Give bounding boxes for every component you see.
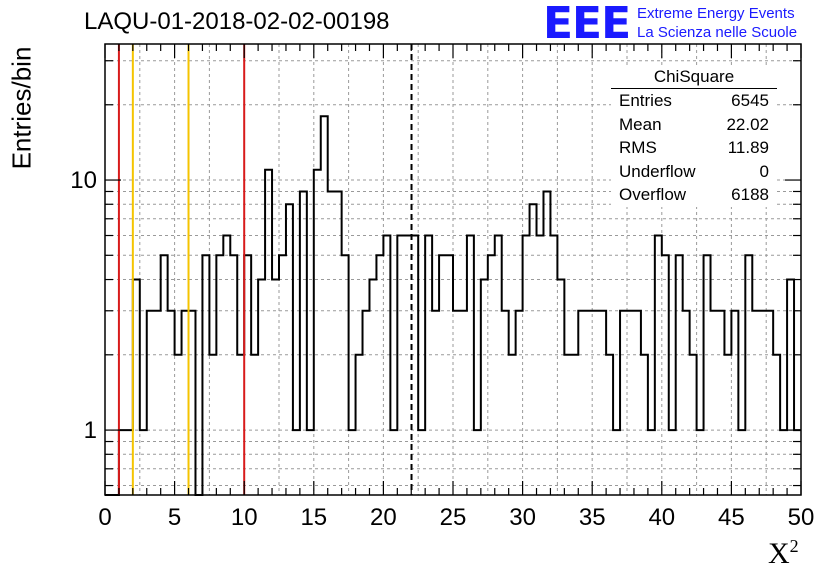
stats-row-entries: Entries 6545 [611,89,777,113]
stats-row-overflow: Overflow 6188 [611,183,777,207]
stats-overflow-value: 6188 [731,185,769,204]
stats-row-rms: RMS 11.89 [611,136,777,160]
x-tick-label: 50 [788,504,815,531]
x-tick-label: 10 [231,504,258,531]
stats-rms-value: 11.89 [727,138,769,157]
stats-underflow-label: Underflow [619,161,696,181]
logo-line-2: La Scienza nelle Scuole [637,24,798,41]
x-tick-label: 25 [440,504,467,531]
stats-mean-label: Mean [619,114,662,134]
stats-underflow-value: 0 [759,161,769,181]
stats-box: ChiSquare Entries 6545 Mean 22.02 RMS 11… [611,66,777,207]
x-tick-label: 5 [168,504,181,531]
y-axis-label: Entries/bin [6,46,37,170]
stats-row-underflow: Underflow 0 [611,160,777,184]
stats-row-mean: Mean 22.02 [611,113,777,137]
x-tick-label: 30 [509,504,536,531]
x-tick-label: 15 [300,504,327,531]
stats-overflow-label: Overflow [619,185,687,204]
x-tick-label: 40 [648,504,675,531]
stats-mean-value: 22.02 [726,114,769,134]
chart-title: LAQU-01-2018-02-02-00198 [84,8,390,35]
histogram-steps [105,115,801,496]
x-axis-label: X2 [768,536,799,570]
x-tick-label: 35 [579,504,606,531]
y-tick-label: 10 [70,167,97,194]
x-tick-label: 45 [718,504,745,531]
x-tick-label: 20 [370,504,397,531]
y-tick-label: 1 [84,417,97,444]
eee-logo: EEE [543,0,631,49]
stats-rms-label: RMS [619,138,657,157]
stats-entries-label: Entries [619,91,672,110]
x-tick-label: 0 [98,504,111,531]
stats-entries-value: 6545 [731,91,769,110]
stats-title: ChiSquare [611,66,777,89]
logo-line-1: Extreme Energy Events [637,5,795,22]
